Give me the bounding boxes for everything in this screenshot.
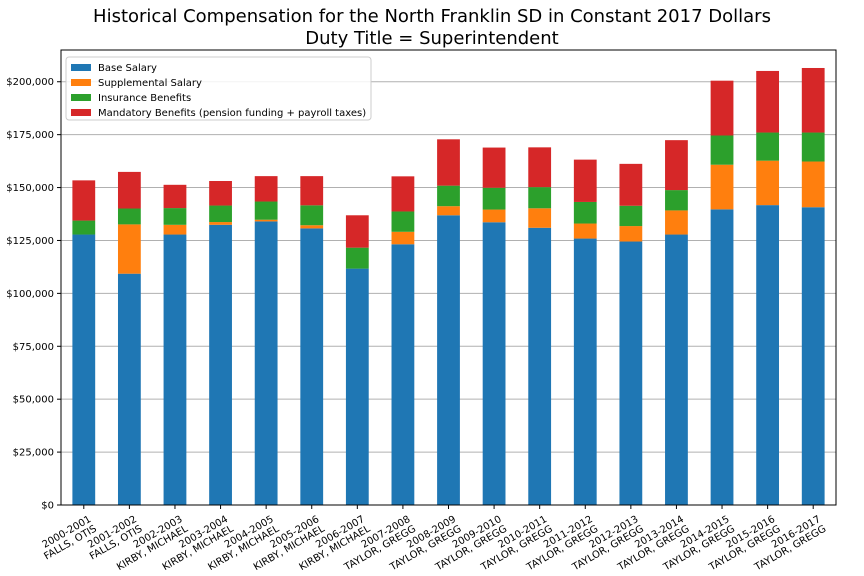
bar-segment-base [756, 205, 780, 505]
bar-segment-insurance [573, 201, 597, 224]
y-tick-label: $0 [41, 501, 54, 512]
bar-segment-supplemental [482, 209, 506, 223]
bar-segment-mandatory [619, 163, 643, 206]
legend-swatch [71, 64, 91, 71]
bar-segment-base [117, 273, 141, 505]
bar-segment-mandatory [482, 147, 506, 188]
bar-segment-mandatory [528, 147, 552, 188]
y-tick-label: $175,000 [6, 130, 54, 141]
y-tick-label: $100,000 [6, 289, 54, 300]
legend-label: Base Salary [98, 63, 157, 74]
bar-segment-insurance [710, 135, 734, 165]
y-tick-label: $50,000 [13, 395, 54, 406]
y-tick-label: $25,000 [13, 448, 54, 459]
bar-segment-mandatory [756, 70, 780, 133]
bar-segment-base [528, 227, 552, 505]
bar-segment-base [482, 222, 506, 505]
bar-segment-base [72, 234, 96, 505]
bar-segment-insurance [756, 132, 780, 161]
bar-segment-supplemental [391, 231, 415, 245]
bar-segment-insurance [665, 190, 688, 211]
bar-segment-insurance [209, 205, 232, 223]
bar-segment-mandatory [665, 140, 688, 191]
y-tick-label: $150,000 [6, 183, 54, 194]
legend-label: Insurance Benefits [98, 93, 191, 104]
bar-segment-insurance [801, 132, 825, 162]
bar-segment-insurance [619, 205, 643, 227]
bar-segment-mandatory [254, 176, 278, 202]
y-tick-label: $125,000 [6, 236, 54, 247]
bar-segment-mandatory [300, 176, 324, 206]
legend-swatch [71, 109, 91, 116]
bar-segment-supplemental [437, 206, 460, 216]
bar-segment-insurance [300, 205, 324, 226]
bar-segment-base [801, 207, 825, 505]
bar-segment-insurance [391, 211, 415, 232]
bar-segment-base [163, 234, 187, 505]
bar-segment-supplemental [665, 210, 688, 235]
y-tick-label: $200,000 [6, 77, 54, 88]
bar-segment-base [665, 234, 688, 505]
bar-segment-insurance [528, 187, 552, 209]
bar-segment-mandatory [72, 180, 96, 221]
bar-segment-base [254, 221, 278, 505]
bar-segment-supplemental [163, 224, 187, 235]
bar-segment-supplemental [209, 222, 232, 225]
bar-segment-insurance [117, 208, 141, 225]
bar-segment-insurance [345, 247, 369, 269]
chart-title: Historical Compensation for the North Fr… [0, 6, 864, 50]
bar-segment-base [345, 268, 369, 505]
bar-segment-mandatory [163, 184, 187, 209]
bar-segment-mandatory [391, 176, 415, 212]
legend-box [65, 56, 372, 121]
bar-segment-supplemental [254, 219, 278, 222]
bar-segment-supplemental [801, 161, 825, 208]
bar-segment-mandatory [801, 67, 825, 133]
y-tick-label: $75,000 [13, 342, 54, 353]
legend-swatch [71, 79, 91, 86]
bar-segment-supplemental [710, 164, 734, 210]
legend-label: Mandatory Benefits (pension funding + pa… [98, 108, 366, 119]
bar-segment-base [300, 228, 324, 505]
bar-segment-insurance [482, 187, 506, 210]
bar-segment-mandatory [710, 80, 734, 136]
bar-segment-mandatory [573, 159, 597, 202]
bar-segment-base [391, 244, 415, 505]
bar-segment-supplemental [528, 208, 552, 228]
bar-segment-insurance [163, 208, 187, 225]
bar-segment-mandatory [437, 139, 460, 186]
bar-segment-base [710, 209, 734, 505]
bar-segment-insurance [254, 201, 278, 220]
chart-title-line-2: Duty Title = Superintendent [305, 28, 559, 49]
chart-title-line-1: Historical Compensation for the North Fr… [93, 6, 771, 27]
bar-segment-supplemental [117, 224, 141, 274]
bar-segment-base [209, 224, 232, 505]
y-axis: $0 $25,000 $50,000 $75,000 $100,000 $125,000 $… [6, 77, 61, 512]
bar-segment-supplemental [756, 160, 780, 206]
bar-segment-base [437, 215, 460, 505]
bar-segment-base [573, 238, 597, 505]
bars [72, 67, 825, 505]
bar-segment-base [619, 241, 643, 505]
legend-swatch [71, 94, 91, 101]
legend-label: Supplemental Salary [98, 78, 202, 89]
bar-segment-supplemental [300, 225, 324, 229]
bar-segment-mandatory [209, 180, 232, 206]
bar-segment-insurance [72, 220, 96, 235]
bar-segment-mandatory [117, 171, 141, 209]
bar-segment-supplemental [573, 223, 597, 239]
bar-segment-insurance [437, 185, 460, 207]
bar-segment-supplemental [619, 226, 643, 242]
bar-segment-mandatory [345, 215, 369, 248]
legend: Base Salary Supplemental Salary Insurance … [65, 56, 372, 121]
